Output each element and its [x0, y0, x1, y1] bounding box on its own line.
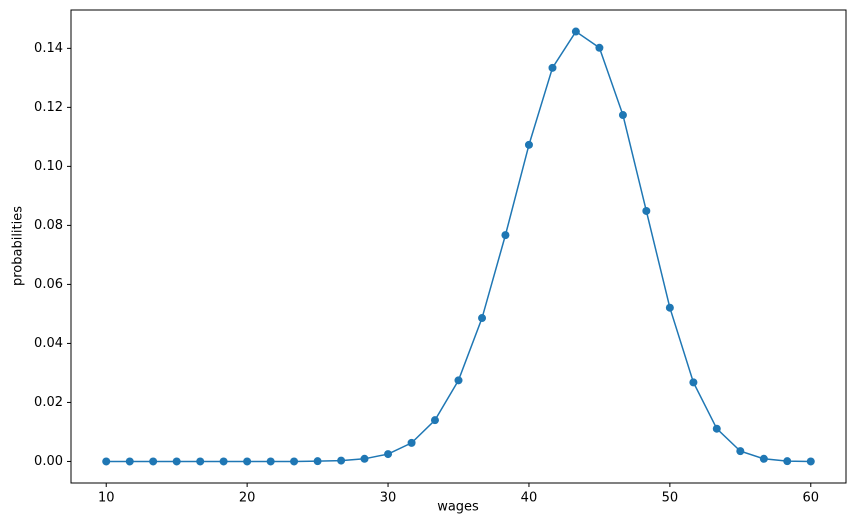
y-axis-label: probabilities	[11, 206, 26, 286]
data-point	[665, 303, 674, 312]
data-point	[783, 457, 792, 466]
data-point	[243, 457, 252, 466]
y-tick-label: 0.04	[34, 336, 63, 351]
plot-frame	[70, 9, 847, 484]
data-point	[360, 454, 369, 463]
data-point	[548, 63, 557, 72]
data-point	[736, 447, 745, 456]
y-tick-label: 0.02	[34, 395, 63, 410]
data-point	[759, 454, 768, 463]
data-point	[501, 231, 510, 240]
x-tick-label: 30	[380, 491, 397, 506]
data-point	[430, 416, 439, 425]
y-tick-label: 0.12	[34, 100, 63, 115]
data-point	[219, 457, 228, 466]
data-point	[524, 140, 533, 149]
data-point	[454, 376, 463, 385]
data-line	[106, 30, 811, 463]
x-tick-label: 50	[662, 491, 679, 506]
y-tick-label: 0.00	[34, 454, 63, 469]
y-tick-label: 0.14	[34, 41, 63, 56]
y-tick-label: 0.10	[34, 159, 63, 174]
data-point	[196, 457, 205, 466]
data-point	[806, 457, 815, 466]
x-tick-label: 40	[521, 491, 538, 506]
data-point	[407, 438, 416, 447]
data-point	[102, 457, 111, 466]
y-tick-label: 0.08	[34, 218, 63, 233]
data-point	[313, 457, 322, 466]
data-point	[290, 457, 299, 466]
data-point	[689, 378, 698, 387]
data-point	[384, 450, 393, 459]
data-point	[172, 457, 181, 466]
data-point	[618, 111, 627, 120]
x-tick-label: 10	[98, 491, 115, 506]
x-tick-label: 20	[239, 491, 256, 506]
data-point	[478, 314, 487, 323]
data-point	[571, 27, 580, 36]
x-tick-label: 60	[802, 491, 819, 506]
data-point	[337, 456, 346, 465]
data-point	[149, 457, 158, 466]
data-point	[642, 206, 651, 215]
y-tick-label: 0.06	[34, 277, 63, 292]
data-point	[266, 457, 275, 466]
data-point	[595, 43, 604, 52]
data-point	[712, 424, 721, 433]
x-axis-label: wages	[437, 500, 479, 515]
data-point	[125, 457, 134, 466]
